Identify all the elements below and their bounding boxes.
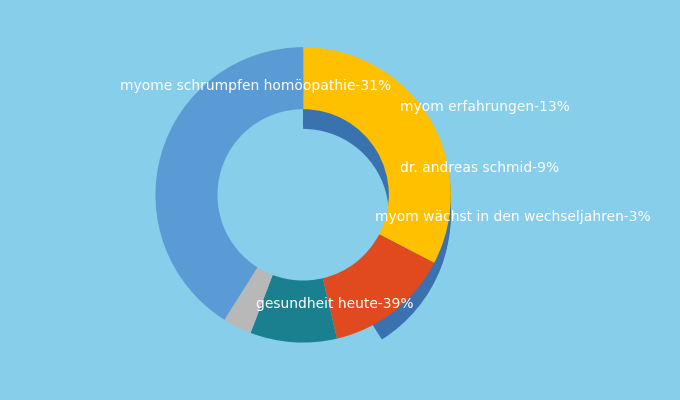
Wedge shape [251, 275, 337, 342]
Wedge shape [303, 62, 451, 335]
Wedge shape [156, 47, 303, 320]
Wedge shape [303, 50, 451, 322]
Wedge shape [303, 47, 451, 263]
Wedge shape [303, 57, 451, 330]
Text: gesundheit heute-39%: gesundheit heute-39% [256, 296, 413, 310]
Wedge shape [303, 67, 451, 340]
Wedge shape [303, 52, 451, 325]
Text: myom wächst in den wechseljahren-3%: myom wächst in den wechseljahren-3% [375, 210, 651, 224]
Wedge shape [303, 64, 451, 337]
Text: dr. andreas schmid-9%: dr. andreas schmid-9% [400, 161, 559, 175]
Wedge shape [303, 60, 451, 332]
Wedge shape [323, 234, 434, 339]
Text: myom erfahrungen-13%: myom erfahrungen-13% [400, 100, 569, 114]
Wedge shape [224, 267, 273, 333]
Text: myome schrumpfen homöopathie-31%: myome schrumpfen homöopathie-31% [120, 79, 392, 93]
Wedge shape [303, 54, 451, 327]
